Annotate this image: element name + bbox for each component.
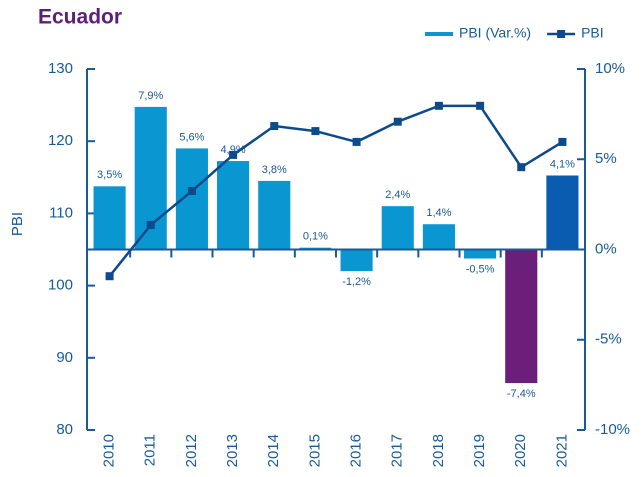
y-tick-label: 120 bbox=[48, 132, 73, 149]
legend-label: PBI bbox=[581, 25, 604, 41]
data-label: 0,1% bbox=[303, 231, 328, 243]
x-tick-label: 2019 bbox=[471, 434, 488, 467]
line-marker bbox=[105, 272, 114, 281]
data-label: -1,2% bbox=[342, 276, 371, 288]
data-label: 4,9% bbox=[221, 144, 246, 156]
y2-tick-label: -5% bbox=[595, 331, 622, 348]
y-tick-label: 80 bbox=[56, 421, 73, 438]
x-tick-label: 2015 bbox=[306, 434, 323, 467]
line-marker bbox=[187, 187, 196, 196]
legend-marker bbox=[557, 30, 566, 38]
x-tick-label: 2012 bbox=[183, 434, 200, 467]
x-tick-label: 2011 bbox=[142, 434, 159, 466]
chart-title: Ecuador bbox=[38, 6, 122, 29]
y-tick-label: 110 bbox=[49, 204, 73, 221]
y-tick-label: 90 bbox=[56, 349, 73, 366]
line-marker bbox=[229, 150, 238, 159]
line-marker bbox=[311, 127, 320, 136]
y2-tick-label: 0% bbox=[595, 240, 617, 257]
x-tick-label: 2016 bbox=[348, 434, 365, 467]
data-label: 5,6% bbox=[179, 131, 204, 143]
data-label: 4,1% bbox=[550, 158, 575, 170]
x-tick-label: 2020 bbox=[512, 434, 529, 467]
legend-item: PBI (Var.%) bbox=[425, 25, 531, 41]
data-label: 1,4% bbox=[426, 207, 451, 219]
line-marker bbox=[146, 220, 155, 229]
bar bbox=[381, 206, 414, 250]
bar bbox=[340, 249, 373, 272]
data-label: -7,4% bbox=[507, 388, 536, 400]
line bbox=[108, 104, 564, 277]
line-marker bbox=[270, 122, 279, 131]
x-tick-label: 2018 bbox=[430, 434, 447, 467]
bar bbox=[505, 249, 538, 384]
data-label: -0,5% bbox=[466, 263, 495, 275]
line-marker bbox=[558, 137, 567, 146]
line-marker bbox=[393, 117, 402, 126]
y2-tick-label: 5% bbox=[595, 150, 617, 167]
line-marker bbox=[476, 101, 485, 110]
bar bbox=[464, 249, 497, 259]
x-tick-label: 2014 bbox=[265, 434, 282, 467]
x-tick-label: 2017 bbox=[389, 434, 406, 467]
y-tick-label: 100 bbox=[48, 277, 73, 294]
line-marker bbox=[517, 163, 526, 172]
legend-item: PBI bbox=[547, 25, 604, 41]
data-label: 2,4% bbox=[385, 189, 410, 201]
data-label: 3,5% bbox=[97, 169, 122, 181]
x-tick-label: 2013 bbox=[224, 434, 241, 467]
bar bbox=[546, 175, 579, 250]
line-marker bbox=[352, 137, 361, 146]
bar bbox=[422, 224, 455, 250]
legend-label: PBI (Var.%) bbox=[459, 25, 531, 41]
bar bbox=[93, 186, 126, 250]
y-axis-label: PBI bbox=[9, 212, 26, 236]
y2-tick-label: -10% bbox=[595, 421, 630, 438]
data-label: 3,8% bbox=[262, 164, 287, 176]
line-marker bbox=[434, 101, 443, 110]
y2-tick-label: 10% bbox=[595, 60, 625, 77]
x-tick-label: 2021 bbox=[553, 434, 570, 467]
data-label: 7,9% bbox=[138, 90, 163, 102]
x-tick-label: 2010 bbox=[101, 434, 118, 467]
bar bbox=[217, 161, 250, 250]
y-tick-label: 130 bbox=[48, 60, 73, 77]
bar bbox=[258, 180, 291, 250]
